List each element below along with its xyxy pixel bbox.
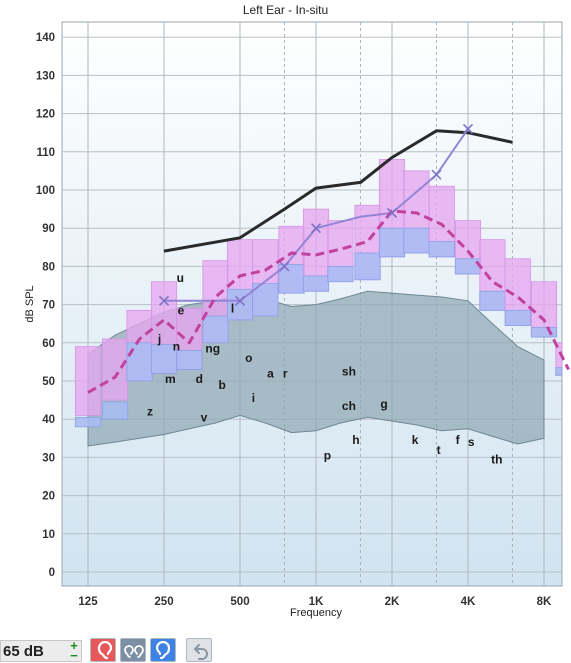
blue-band-bar — [504, 309, 531, 327]
left-ear-button[interactable] — [90, 638, 116, 662]
undo-button[interactable] — [186, 638, 212, 662]
y-tick-label: 120 — [36, 109, 55, 121]
phoneme-label: n — [173, 340, 180, 354]
phoneme-label: l — [231, 301, 234, 315]
x-axis-title: Frequency — [290, 607, 342, 619]
target-marker-x — [462, 123, 474, 134]
phoneme-label: h — [352, 433, 359, 447]
phoneme-label: th — [491, 452, 502, 466]
blue-band-bar — [378, 227, 406, 258]
blue-band-bar — [479, 290, 506, 311]
blue-band-bar — [555, 367, 563, 376]
aided-line — [87, 209, 570, 394]
phoneme-label: g — [380, 397, 387, 411]
pink-band-bar — [102, 338, 129, 401]
audiogram-chart: u e l jn ng o m d b a r i sh z v ch g h p k f s t th 0 10 20 30 40 5… — [24, 21, 570, 619]
phoneme-label: d — [196, 372, 203, 386]
marker-layer — [158, 123, 474, 306]
phoneme-label: ch — [342, 399, 356, 413]
blue-band-bar — [278, 264, 305, 294]
phoneme-label: r — [283, 366, 288, 380]
blue-band-bar — [327, 265, 354, 283]
series-layer — [87, 128, 570, 394]
blue-band-bar — [530, 327, 558, 338]
increase-level-button[interactable]: + — [70, 638, 78, 653]
y-tick-label: 70 — [42, 300, 55, 312]
y-tick-label: 20 — [42, 491, 55, 503]
phoneme-label: i — [252, 391, 255, 405]
phoneme-layer: u e l jn ng o m d b a r i sh z v ch g h p k f s t th — [147, 271, 502, 466]
y-tick-label: 30 — [42, 452, 55, 464]
target-marker-x — [158, 295, 170, 306]
x-tick-label: 250 — [154, 596, 173, 608]
blue-band-bar — [354, 252, 381, 281]
y-tick-label: 100 — [36, 185, 55, 197]
blue-band-bar — [403, 227, 430, 254]
y-tick-label: 0 — [49, 567, 55, 579]
x-tick-label: 4K — [461, 596, 476, 608]
phoneme-label: j — [157, 332, 161, 346]
y-tick-label: 40 — [42, 414, 55, 426]
x-tick-label: 125 — [78, 596, 98, 608]
phoneme-label: f — [456, 433, 461, 447]
blue-band-bar — [302, 275, 330, 292]
ear-icon — [97, 641, 113, 660]
pink-band-bar — [74, 346, 102, 416]
target-marker-x — [386, 207, 398, 218]
target-line — [164, 128, 469, 302]
y-tick-label: 10 — [42, 529, 55, 541]
target-marker-x — [310, 223, 322, 234]
blue-band-bar — [202, 315, 229, 344]
decrease-level-button[interactable]: − — [70, 648, 78, 663]
x-tick-label: 8K — [537, 596, 552, 608]
y-tick-label: 50 — [42, 376, 55, 388]
target-marker-x — [431, 169, 442, 180]
plot-area[interactable] — [61, 21, 563, 587]
phoneme-label: t — [437, 443, 441, 457]
phoneme-label: ng — [205, 342, 220, 356]
phoneme-label: p — [324, 448, 331, 462]
y-tick-label: 80 — [42, 261, 55, 273]
undo-icon — [194, 644, 208, 660]
band-layer — [74, 159, 563, 428]
blue-band-bar — [176, 350, 203, 370]
y-tick-label: 110 — [36, 147, 55, 159]
phoneme-label: z — [147, 405, 153, 419]
x-tick-label: 1K — [309, 596, 324, 608]
level-display: 65 dB + − — [0, 638, 82, 663]
both-ears-icon — [124, 645, 144, 658]
phoneme-label: b — [219, 378, 226, 392]
right-ear-button[interactable] — [150, 638, 176, 662]
tick-label-layer: 0 10 20 30 40 50 60 70 80 90 100 110 120 130 140 125 250… — [36, 32, 552, 608]
phoneme-label: u — [177, 271, 184, 285]
phoneme-label: k — [412, 433, 419, 447]
blue-band-bar — [126, 342, 153, 382]
y-axis-title: dB SPL — [24, 285, 36, 322]
phoneme-label: v — [201, 410, 208, 424]
chart-title: Left Ear - In-situ — [242, 3, 329, 17]
x-tick-label: 500 — [230, 596, 249, 608]
phoneme-label: a — [267, 366, 274, 380]
blue-band-bar — [428, 241, 455, 258]
mpo-line — [163, 129, 513, 253]
phoneme-label: e — [178, 303, 185, 317]
phoneme-label: s — [468, 435, 475, 449]
blue-band-bar — [74, 416, 102, 428]
ear-outline-icon — [155, 641, 171, 660]
phoneme-label: sh — [342, 364, 356, 378]
y-tick-label: 130 — [36, 70, 55, 82]
level-value: 65 dB — [3, 643, 44, 660]
bottom-toolbar: 65 dB + − — [0, 636, 571, 662]
blue-band-bar — [102, 401, 129, 420]
target-marker-x — [234, 295, 246, 306]
phoneme-label: m — [165, 372, 176, 386]
y-tick-label: 60 — [42, 338, 55, 350]
both-ears-button[interactable] — [120, 638, 146, 662]
y-tick-label: 140 — [36, 32, 55, 44]
x-tick-label: 2K — [385, 596, 400, 608]
target-marker-x — [279, 261, 290, 272]
y-tick-label: 90 — [42, 223, 55, 235]
phoneme-label: o — [245, 351, 252, 365]
